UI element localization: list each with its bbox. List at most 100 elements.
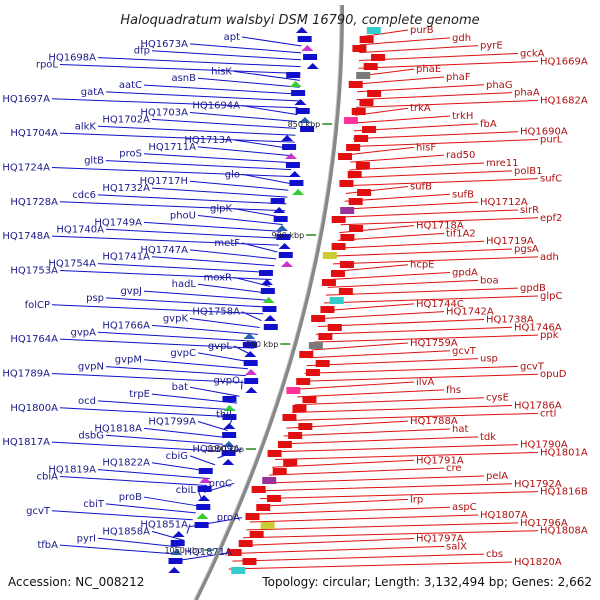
gene-label-left: aatC	[119, 80, 142, 91]
gene-label-left: gvpK	[163, 314, 189, 325]
gene-callout-line	[355, 99, 539, 108]
gene-block-right	[322, 252, 337, 259]
gene-label-left: HQ1766A	[102, 320, 150, 331]
gene-callout-line	[309, 350, 451, 359]
gene-callout-line	[143, 84, 300, 95]
gene-block-right	[347, 171, 362, 178]
gene-block-right	[348, 81, 363, 88]
gene-block-left	[282, 144, 297, 150]
gene-block-right	[318, 333, 333, 340]
gene-label-left: HQ1819A	[48, 465, 96, 476]
gene-block-right	[292, 405, 307, 412]
gene-label-right: epf2	[540, 213, 562, 224]
gene-callout-line	[275, 451, 539, 460]
kbp-tick-label: 1050 kbp	[164, 546, 202, 555]
gene-callout-line	[259, 491, 539, 500]
gene-block-left	[244, 378, 259, 384]
gene-label-right: HQ1801A	[540, 447, 588, 458]
gene-callout-line	[143, 427, 226, 438]
gene-callout-line	[151, 256, 275, 267]
gene-arrow-left	[289, 81, 302, 87]
gene-label-right: rad50	[446, 150, 475, 161]
gene-block-right	[356, 72, 371, 79]
gene-label-left: HQ1871A	[184, 547, 232, 558]
gene-callout-line	[97, 400, 235, 411]
backbone-highlight	[193, 5, 341, 600]
gene-block-left	[300, 126, 315, 132]
gene-block-left	[273, 216, 288, 222]
genome-backbone	[194, 5, 344, 600]
gene-callout-line	[59, 407, 233, 418]
gene-callout-line	[347, 178, 539, 187]
gene-label-right: glpC	[540, 291, 562, 302]
gene-label-left: dsbG	[78, 430, 104, 441]
gene-callout-line	[151, 187, 288, 198]
gene-arrow-left	[298, 117, 311, 123]
gene-block-right	[327, 324, 342, 331]
gene-arrow-left	[288, 171, 301, 177]
gene-label-left: thiI	[216, 410, 232, 421]
topology-text: Topology: circular; Length: 3,132,494 bp…	[261, 575, 592, 589]
gene-callout-line	[341, 209, 519, 218]
gene-label-left: gvpM	[115, 355, 142, 366]
gene-block-right	[329, 297, 344, 304]
gene-label-left: HQ1673A	[140, 39, 188, 50]
gene-label-right: hisF	[416, 142, 436, 153]
gene-arrow-left	[273, 207, 286, 213]
gene-callout-line	[189, 318, 260, 329]
gene-callout-line	[59, 132, 295, 143]
gene-block-left	[194, 522, 209, 528]
gene-label-right: tif1A2	[446, 228, 476, 239]
gene-label-left: HQ1799A	[148, 417, 196, 428]
gene-callout-line	[315, 326, 513, 335]
gene-label-left: HQ1747A	[140, 245, 188, 256]
gene-label-left: alkK	[75, 121, 97, 132]
gene-arrow-left	[222, 459, 235, 465]
gene-label-right: HQ1790A	[520, 440, 568, 451]
gene-label-left: HQ1741A	[102, 252, 150, 263]
gene-arrow-left	[292, 189, 305, 195]
gene-label-right: tdk	[480, 432, 496, 443]
gene-callout-line	[358, 60, 539, 69]
gene-label-right: cysE	[486, 393, 509, 404]
gene-callout-line	[325, 287, 519, 296]
gene-label-left: gvpA	[71, 327, 97, 338]
gene-label-right: HQ1792A	[514, 479, 562, 490]
gene-block-right	[308, 342, 323, 349]
gene-callout-line	[256, 498, 409, 507]
gene-label-right: gdh	[452, 33, 471, 44]
gene-callout-line	[105, 91, 299, 102]
gene-callout-line	[311, 342, 409, 351]
gene-arrow-left	[262, 297, 275, 303]
gene-label-left: proA	[217, 513, 240, 524]
gene-block-right	[352, 45, 367, 52]
gene-arrow-left	[196, 513, 209, 519]
gene-callout-line	[280, 436, 479, 445]
gene-label-right: ppk	[540, 330, 559, 341]
gene-callout-line	[105, 366, 246, 377]
gene-label-left: HQ1694A	[192, 101, 240, 112]
gene-label-right: trkA	[410, 103, 431, 114]
gene-block-right	[371, 54, 386, 61]
kbp-tick-label: 1000 kbp	[206, 445, 244, 454]
gene-callout-line	[351, 146, 415, 155]
gene-callout-line	[289, 412, 539, 421]
gene-label-right: hat	[452, 424, 468, 435]
gene-block-right	[338, 153, 353, 160]
gene-block-right	[348, 198, 363, 205]
gene-label-left: HQ1703A	[140, 108, 188, 119]
gene-callout-line	[105, 434, 223, 445]
gene-callout-line	[51, 441, 221, 452]
gene-label-left: gatA	[81, 87, 104, 98]
gene-block-left	[289, 180, 304, 186]
gene-block-left	[270, 198, 285, 204]
gene-callout-line	[269, 467, 445, 476]
gene-arrow-left	[294, 99, 307, 105]
gene-callout-line	[345, 185, 409, 194]
gene-block-right	[359, 36, 374, 43]
gene-block-right	[315, 360, 330, 367]
gene-arrow-left	[244, 351, 257, 357]
gene-block-left	[278, 252, 293, 258]
gene-callout-line	[228, 561, 513, 570]
gene-callout-line	[294, 397, 485, 406]
